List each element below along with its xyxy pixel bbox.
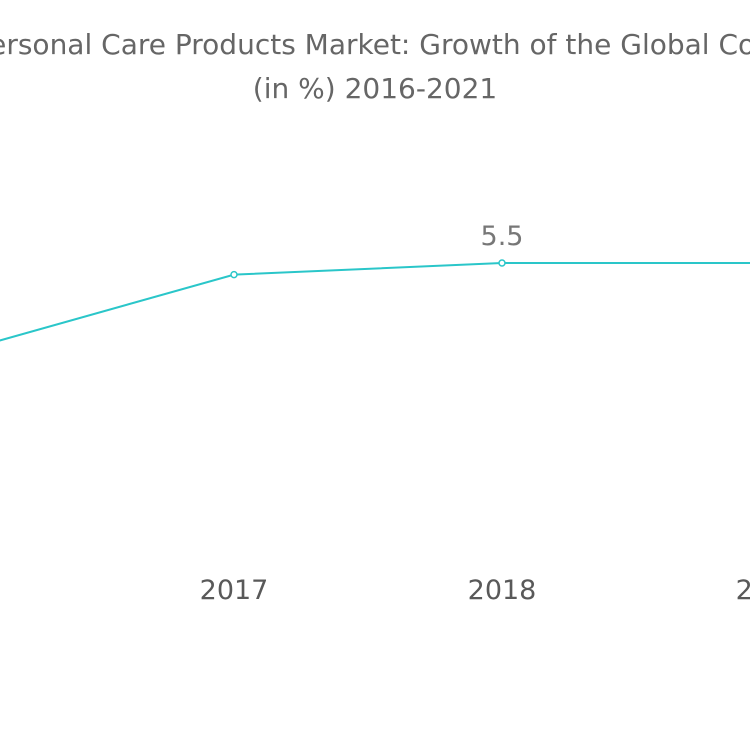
x-tick-label-2017: 2017 [200,575,269,606]
chart-title-line-1: Global Personal Care Products Market: Gr… [0,28,750,61]
data-point-2017 [230,270,238,279]
data-label-2019: 5.5 [749,221,750,252]
data-label-2018: 5.5 [481,221,524,252]
x-tick-label-2019: 2019 [736,575,750,606]
series-line-0 [0,262,750,342]
series-layer [0,259,750,342]
data-point-2018 [498,259,506,267]
x-tick-label-2018: 2018 [468,575,537,606]
x-axis-ticks: 201620172018201920202021 [0,575,750,606]
data-labels-layer: 5.5 5.5 [481,221,750,252]
chart-title-line-2: (in %) 2016-2021 [252,72,498,105]
chart-title: Global Personal Care Products Market: Gr… [0,23,750,111]
